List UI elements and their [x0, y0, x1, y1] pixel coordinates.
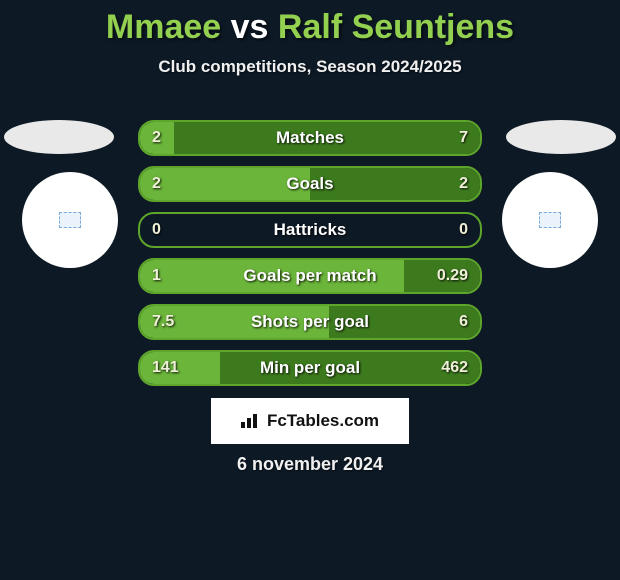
stat-value-left: 1 [152, 267, 161, 285]
stat-value-right: 0.29 [437, 267, 468, 285]
stat-row: 2 7 Matches [138, 120, 482, 156]
stat-value-right: 6 [459, 313, 468, 331]
player1-ellipse [4, 120, 114, 154]
player2-ellipse [506, 120, 616, 154]
stat-value-right: 2 [459, 175, 468, 193]
player1-avatar [22, 172, 118, 268]
stat-value-left: 2 [152, 175, 161, 193]
player1-kit-icon [59, 212, 81, 228]
stat-label: Goals [286, 174, 333, 194]
stat-label: Matches [276, 128, 344, 148]
brand-bars-icon [241, 414, 261, 428]
stat-label: Goals per match [243, 266, 376, 286]
stat-row: 2 2 Goals [138, 166, 482, 202]
stats-container: 2 7 Matches 2 2 Goals 0 0 Hattricks 1 0.29 Goals pe… [138, 120, 482, 396]
stat-value-left: 0 [152, 221, 161, 239]
brand-box: FcTables.com [211, 398, 409, 444]
stat-bar-left [140, 168, 310, 200]
stat-value-left: 141 [152, 359, 179, 377]
date-label: 6 november 2024 [0, 454, 620, 475]
stat-value-left: 7.5 [152, 313, 174, 331]
stat-value-right: 462 [441, 359, 468, 377]
player2-name: Ralf Seuntjens [278, 8, 514, 46]
stat-label: Min per goal [260, 358, 360, 378]
player2-kit-icon [539, 212, 561, 228]
player2-avatar [502, 172, 598, 268]
stat-value-right: 7 [459, 129, 468, 147]
vs-label: vs [231, 8, 269, 46]
stat-label: Shots per goal [251, 312, 369, 332]
stat-row: 7.5 6 Shots per goal [138, 304, 482, 340]
stat-label: Hattricks [274, 220, 347, 240]
player1-name: Mmaee [106, 8, 221, 46]
stat-row: 1 0.29 Goals per match [138, 258, 482, 294]
stat-bar-right [310, 168, 480, 200]
stat-row: 0 0 Hattricks [138, 212, 482, 248]
stat-value-right: 0 [459, 221, 468, 239]
comparison-title: Mmaee vs Ralf Seuntjens [0, 0, 620, 47]
stat-value-left: 2 [152, 129, 161, 147]
stat-row: 141 462 Min per goal [138, 350, 482, 386]
brand-text: FcTables.com [267, 411, 379, 431]
subtitle: Club competitions, Season 2024/2025 [0, 57, 620, 77]
